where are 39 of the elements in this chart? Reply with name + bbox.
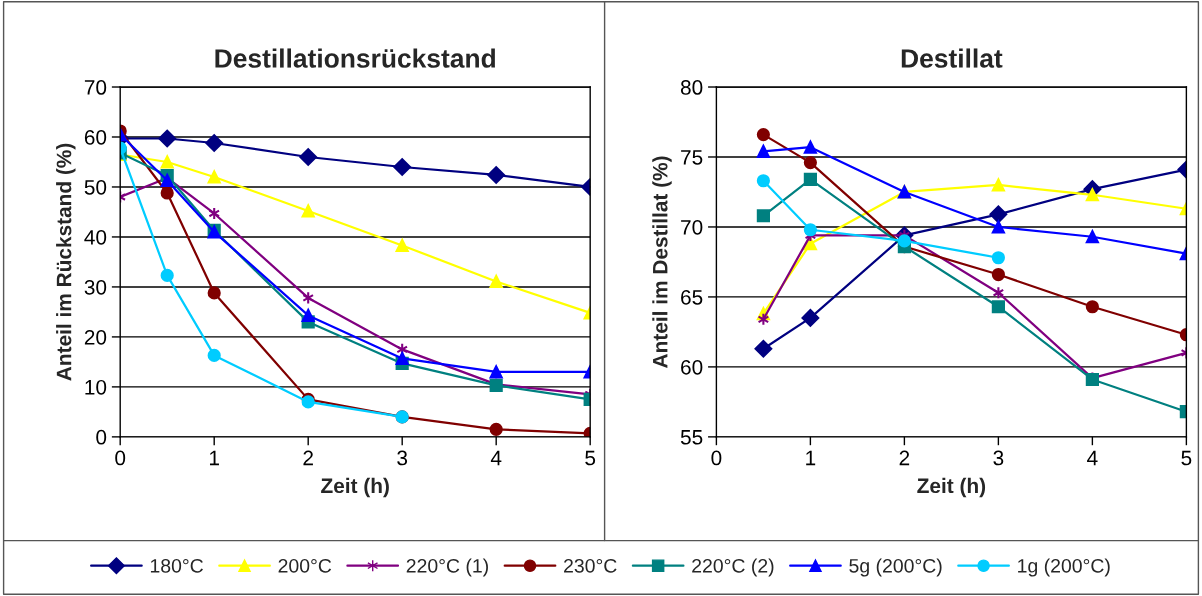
x-axis-title: Zeit (h) [321, 477, 389, 498]
x-tick-label: 5 [585, 450, 596, 466]
x-tick-label: 5 [1181, 450, 1192, 466]
x-tick-label: 1 [209, 450, 219, 466]
x-tick-label: 1 [806, 450, 816, 466]
x-tick-label: 2 [899, 450, 910, 466]
y-tick-label: 65 [681, 289, 703, 305]
chart-title: Destillationsrückstand [215, 48, 495, 68]
legend-label: 220°C (2) [692, 558, 774, 577]
y-tick-label: 40 [84, 229, 107, 245]
legend-label: 200°C [278, 558, 332, 573]
x-axis-title: Zeit (h) [917, 477, 986, 498]
y-tick-label: 30 [84, 279, 107, 295]
y-tick-label: 55 [680, 430, 703, 445]
y-tick-label: 60 [84, 130, 107, 145]
y-tick-label: 20 [84, 329, 107, 345]
legend-label: 230°C [564, 558, 617, 573]
y-tick-label: 80 [680, 80, 703, 95]
legend-label: 180°C [150, 558, 203, 573]
legend-label: 5g (200°C) [849, 558, 942, 577]
x-tick-label: 0 [711, 450, 722, 466]
x-tick-label: 4 [490, 450, 502, 466]
legend-label: 220°C (1) [406, 558, 488, 577]
x-tick-label: 0 [115, 450, 126, 466]
y-axis-title: Anteil im Rückstand (%) [56, 143, 76, 381]
y-axis-title: Anteil im Destillat (%) [652, 156, 672, 368]
x-tick-label: 4 [1087, 450, 1098, 466]
x-tick-label: 2 [303, 450, 313, 466]
chart-title: Destillat [901, 48, 1003, 68]
x-tick-label: 3 [993, 450, 1004, 466]
y-tick-label: 70 [681, 219, 703, 235]
legend-label: 1g (200°C) [1018, 558, 1110, 577]
y-tick-label: 50 [84, 179, 107, 195]
x-tick-label: 3 [397, 450, 408, 466]
y-tick-label: 10 [85, 379, 107, 395]
y-tick-label: 70 [84, 80, 107, 95]
y-tick-label: 60 [681, 359, 703, 375]
y-tick-label: 75 [681, 150, 703, 165]
y-tick-label: 0 [96, 429, 107, 445]
